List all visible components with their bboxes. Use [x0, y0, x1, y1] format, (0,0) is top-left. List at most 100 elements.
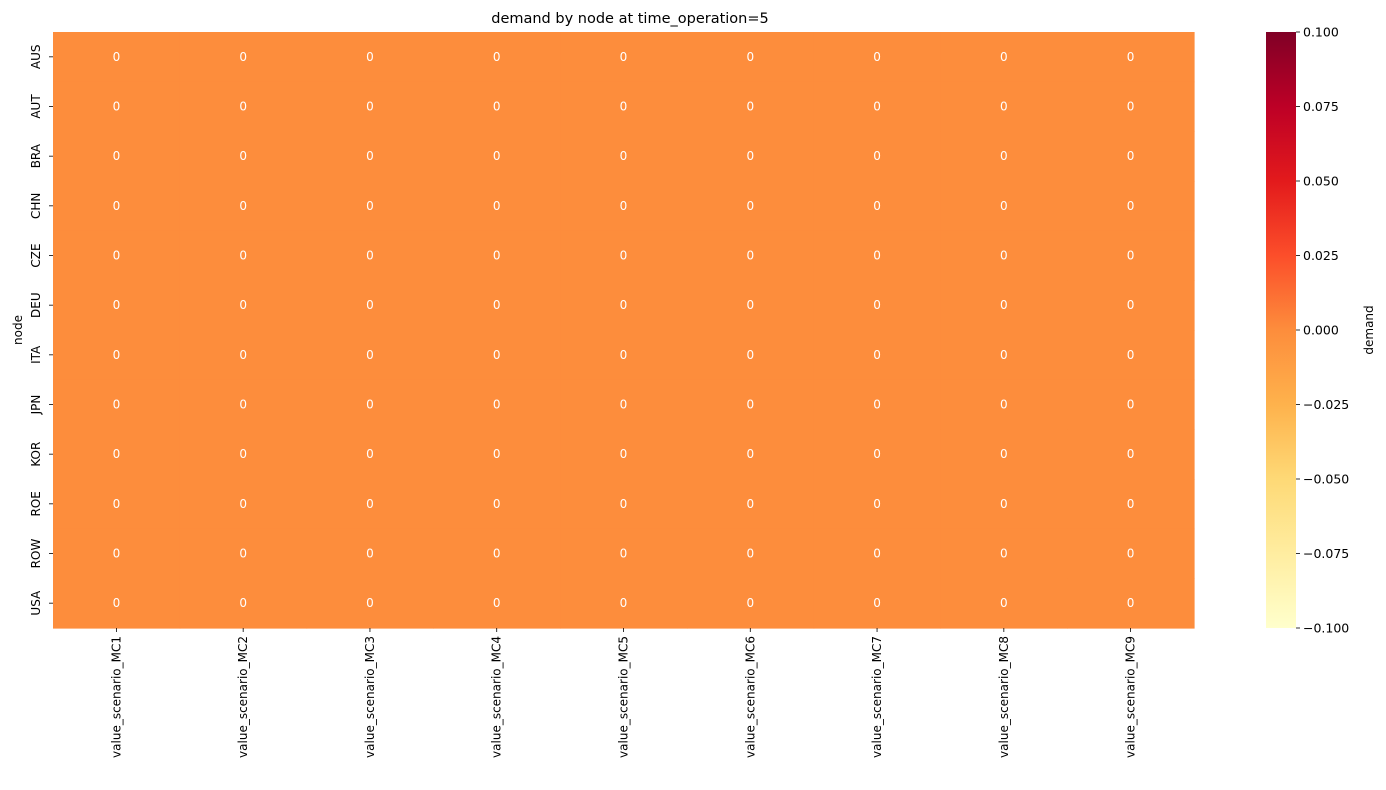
- cell-annotation: 0: [366, 100, 374, 114]
- x-tick-label: value_scenario_MC2: [236, 636, 250, 758]
- cell-annotation: 0: [620, 149, 628, 163]
- heatmap-cell: [306, 330, 434, 381]
- cell-annotation: 0: [493, 249, 501, 263]
- heatmap-cell: [813, 32, 942, 83]
- cell-annotation: 0: [620, 497, 628, 511]
- x-tick-label: value_scenario_MC7: [870, 636, 884, 758]
- heatmap-cell: [306, 280, 434, 331]
- heatmap-cell: [560, 32, 688, 83]
- y-tick-label: ROE: [29, 491, 43, 516]
- cell-annotation: 0: [366, 348, 374, 362]
- cell-annotation: 0: [873, 149, 881, 163]
- heatmap-cell: [433, 429, 561, 480]
- heatmap-cell: [686, 280, 815, 331]
- heatmap-cell: [179, 379, 308, 430]
- heatmap-cell: [813, 578, 942, 629]
- cell-annotation: 0: [239, 249, 247, 263]
- heatmap-cell: [813, 280, 942, 331]
- y-tick-label: KOR: [29, 442, 43, 467]
- cell-annotation: 0: [620, 50, 628, 64]
- heatmap-cell: [306, 379, 434, 430]
- heatmap-cell: [306, 479, 434, 530]
- cell-annotation: 0: [1000, 149, 1008, 163]
- cell-annotation: 0: [113, 497, 121, 511]
- cell-annotation: 0: [493, 596, 501, 610]
- heatmap-cell: [560, 379, 688, 430]
- colorbar: [1266, 32, 1296, 628]
- cell-annotation: 0: [493, 298, 501, 312]
- heatmap-cell: [686, 131, 815, 182]
- colorbar-tick-label: 0.025: [1303, 248, 1339, 263]
- heatmap-cell: [686, 528, 815, 579]
- heatmap-cell: [1067, 181, 1195, 232]
- heatmap-cell: [306, 81, 434, 132]
- colorbar-tick-label: −0.075: [1303, 546, 1349, 561]
- heatmap-cell: [686, 81, 815, 132]
- heatmap-cell: [433, 181, 561, 232]
- cell-annotation: 0: [113, 547, 121, 561]
- cell-annotation: 0: [873, 249, 881, 263]
- heatmap-cell: [179, 429, 308, 480]
- heatmap-cell: [940, 81, 1068, 132]
- y-tick-label: AUT: [29, 94, 43, 119]
- cell-annotation: 0: [746, 547, 754, 561]
- cell-annotation: 0: [493, 497, 501, 511]
- y-tick-label: CHN: [29, 193, 43, 219]
- cell-annotation: 0: [746, 199, 754, 213]
- heatmap-cell: [306, 528, 434, 579]
- heatmap-cell: [306, 131, 434, 182]
- heatmap-cell: [940, 131, 1068, 182]
- colorbar-tick-label: 0.000: [1303, 323, 1339, 338]
- cell-annotation: 0: [366, 249, 374, 263]
- colorbar-tick-label: −0.025: [1303, 397, 1349, 412]
- heatmap-cell: [1067, 479, 1195, 530]
- colorbar-ticks: 0.100 0.075 0.050 0.025 0.000 −0.025 −0.050 −0.…: [1296, 25, 1349, 636]
- heatmap-cell: [53, 131, 181, 182]
- heatmap-cell: [53, 528, 181, 579]
- heatmap-cell: [179, 528, 308, 579]
- cell-annotation: 0: [493, 348, 501, 362]
- heatmap-cell: [940, 181, 1068, 232]
- cell-annotation: 0: [1000, 298, 1008, 312]
- y-axis-label: node: [11, 315, 25, 345]
- heatmap-cell: [1067, 32, 1195, 83]
- cell-annotation: 0: [620, 398, 628, 412]
- cell-annotation: 0: [366, 497, 374, 511]
- heatmap-cell: [179, 131, 308, 182]
- cell-annotation: 0: [873, 348, 881, 362]
- colorbar-label: demand: [1362, 305, 1376, 354]
- heatmap-cell: [560, 429, 688, 480]
- heatmap-cell: [686, 578, 815, 629]
- cell-annotation: 0: [239, 298, 247, 312]
- cell-annotation: 0: [493, 447, 501, 461]
- cell-annotation: 0: [1127, 149, 1135, 163]
- y-tick-label: USA: [29, 590, 43, 616]
- cell-annotation: 0: [113, 249, 121, 263]
- cell-annotation: 0: [366, 398, 374, 412]
- heatmap-cell: [1067, 81, 1195, 132]
- y-tick-labels: AUS AUT BRA CHN CZE DEU ITA JPN KOR ROE ROW USA: [29, 45, 53, 616]
- y-tick-label: CZE: [29, 243, 43, 267]
- heatmap-cell: [179, 330, 308, 381]
- cell-annotation: 0: [1127, 50, 1135, 64]
- cell-annotation: 0: [1000, 497, 1008, 511]
- cell-annotation: 0: [873, 547, 881, 561]
- heatmap-cell: [686, 181, 815, 232]
- heatmap-cell: [433, 131, 561, 182]
- cell-annotation: 0: [1127, 547, 1135, 561]
- heatmap-cell: [560, 280, 688, 331]
- cell-annotation: 0: [1127, 249, 1135, 263]
- cell-annotation: 0: [1000, 100, 1008, 114]
- cell-annotation: 0: [239, 199, 247, 213]
- heatmap-cell: [53, 181, 181, 232]
- heatmap-cell: [940, 479, 1068, 530]
- colorbar-tick-label: 0.075: [1303, 99, 1339, 114]
- heatmap-cell: [560, 81, 688, 132]
- heatmap-cell: [306, 429, 434, 480]
- cell-annotation: 0: [620, 100, 628, 114]
- cell-annotation: 0: [873, 447, 881, 461]
- colorbar-tick-label: 0.050: [1303, 174, 1339, 189]
- cell-annotation: 0: [493, 100, 501, 114]
- cell-annotation: 0: [746, 447, 754, 461]
- cell-annotation: 0: [366, 298, 374, 312]
